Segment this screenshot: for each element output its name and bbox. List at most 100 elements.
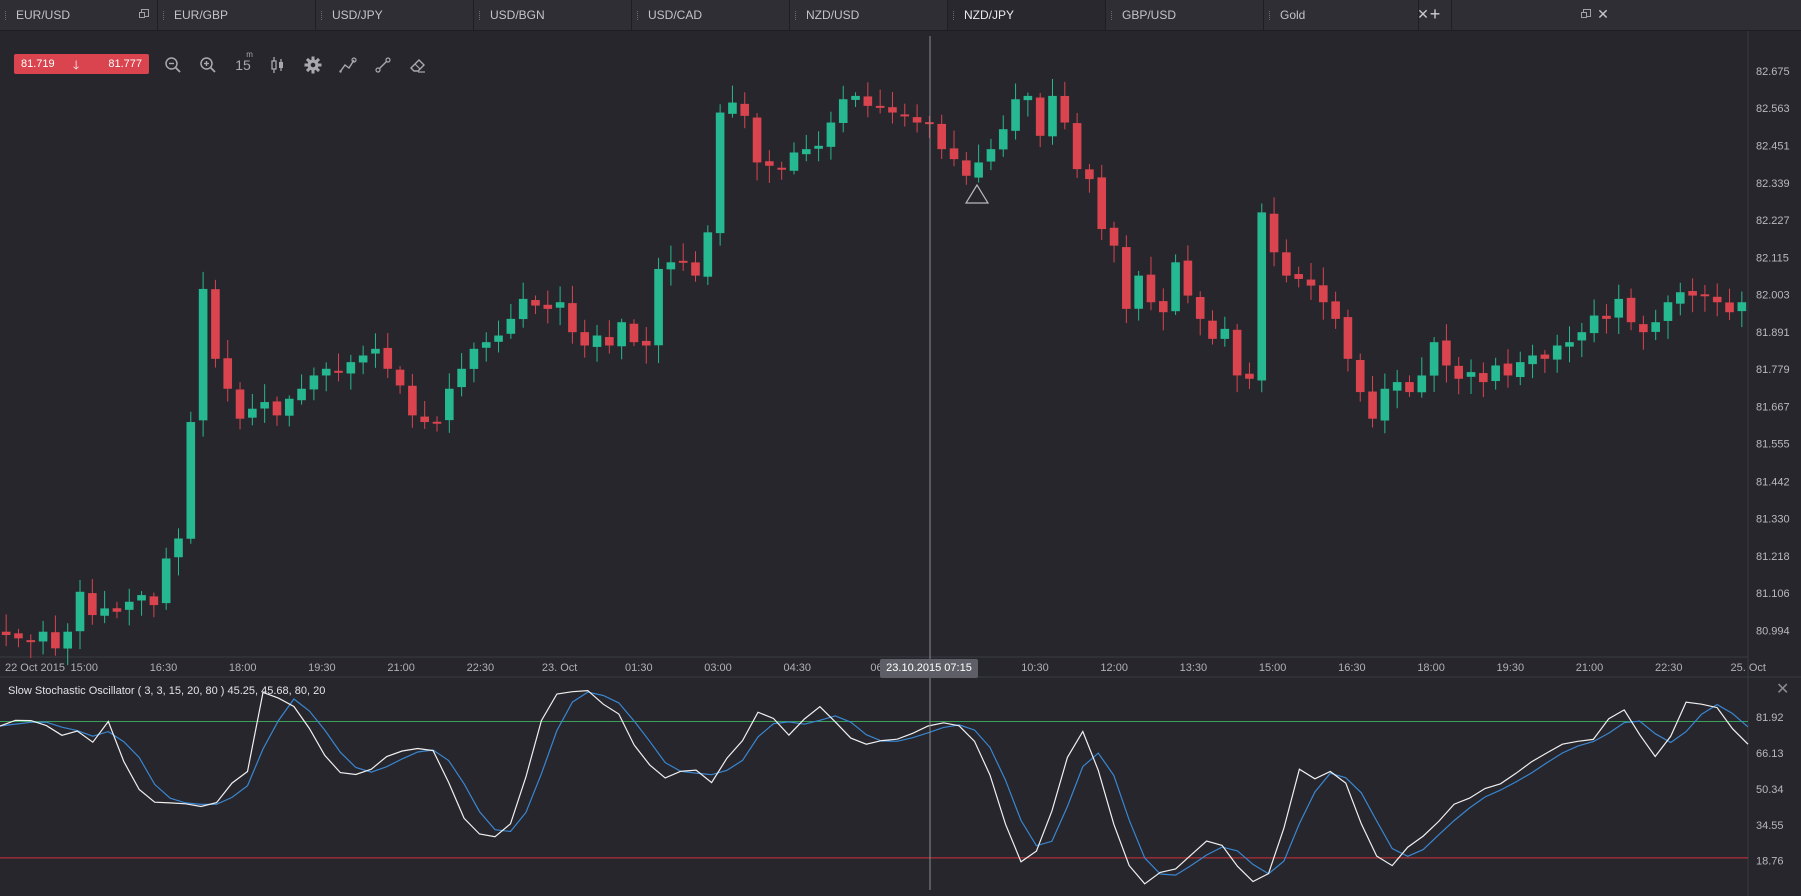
interval-icon[interactable]: 15 m bbox=[230, 50, 256, 78]
tab-label: EUR/GBP bbox=[174, 8, 229, 22]
time-tick-label: 22 Oct 2015 bbox=[5, 662, 65, 674]
candle-body bbox=[1109, 227, 1119, 246]
candle-body bbox=[851, 95, 860, 100]
candle-body bbox=[1589, 315, 1599, 334]
time-tick-label: 15:00 bbox=[1259, 662, 1287, 674]
candle-type-icon[interactable] bbox=[265, 52, 291, 78]
candle-body bbox=[38, 631, 48, 642]
candle-body bbox=[1577, 332, 1587, 341]
candle-body bbox=[1220, 328, 1230, 339]
tab-gbp-usd[interactable]: GBP/USD ✕ bbox=[1106, 0, 1429, 30]
price-tick-label: 80.994 bbox=[1756, 625, 1790, 637]
drag-grip-icon[interactable] bbox=[953, 11, 956, 20]
candle-body bbox=[1232, 329, 1242, 376]
candle-body bbox=[88, 593, 97, 616]
tab-nzd-jpy[interactable]: NZD/JPY ✕ bbox=[948, 0, 1249, 30]
settings-icon[interactable] bbox=[300, 52, 326, 78]
close-icon[interactable]: ✕ bbox=[1417, 6, 1429, 22]
candle-body bbox=[494, 335, 503, 342]
tab-bar: EUR/USD ✕ EUR/GBP ✕ USD/JPY ✕ USD/BGN ✕ … bbox=[0, 0, 1801, 31]
price-tick-label: 82.675 bbox=[1756, 66, 1790, 78]
zoom-out-icon[interactable] bbox=[160, 52, 186, 78]
drag-grip-icon[interactable] bbox=[479, 11, 482, 20]
candle-body bbox=[14, 633, 23, 639]
candle-body bbox=[962, 160, 971, 176]
candle-body bbox=[1171, 262, 1180, 312]
candle-body bbox=[1331, 301, 1340, 319]
tab-label: USD/BGN bbox=[490, 8, 545, 22]
tab-eur-gbp[interactable]: EUR/GBP ✕ bbox=[158, 0, 349, 30]
candle-body bbox=[260, 402, 269, 409]
candle-body bbox=[297, 388, 306, 401]
candle-body bbox=[432, 421, 442, 424]
add-tab-button[interactable]: + bbox=[1419, 0, 1452, 30]
candle-body bbox=[186, 422, 196, 539]
candle-body bbox=[174, 538, 183, 558]
candle-body bbox=[75, 591, 85, 632]
bid-ask-box[interactable]: 81.719 🡓 81.777 bbox=[14, 54, 149, 74]
tab-gold[interactable]: Gold ✕ bbox=[1264, 0, 1609, 30]
candle-body bbox=[346, 362, 356, 374]
price-chart[interactable]: 82.675 82.563 82.451 82.339 82.227 82.115 82.0… bbox=[0, 31, 1801, 896]
tab-eur-usd[interactable]: EUR/USD ✕ bbox=[0, 0, 169, 30]
drag-grip-icon[interactable] bbox=[637, 11, 640, 20]
candle-body bbox=[1737, 302, 1747, 312]
candle-body bbox=[986, 149, 996, 162]
candle-body bbox=[1651, 322, 1660, 332]
popout-icon[interactable] bbox=[139, 9, 149, 18]
candle-body bbox=[703, 232, 713, 277]
candle-body bbox=[1380, 388, 1390, 421]
stochastic-k-line bbox=[0, 689, 1749, 885]
candle-body bbox=[1454, 365, 1464, 379]
time-tick-label: 10:30 bbox=[1021, 662, 1049, 674]
candle-body bbox=[1540, 354, 1550, 359]
candle-body bbox=[838, 99, 848, 123]
candle-body bbox=[654, 268, 663, 346]
drawing-icon[interactable] bbox=[370, 52, 396, 78]
candle-body bbox=[801, 149, 811, 155]
drag-grip-icon[interactable] bbox=[321, 11, 324, 20]
eraser-icon[interactable] bbox=[405, 52, 431, 78]
candle-body bbox=[124, 601, 134, 610]
tab-usd-cad[interactable]: USD/CAD ✕ bbox=[632, 0, 889, 30]
candle-body bbox=[1417, 375, 1427, 393]
price-tick-label: 81.330 bbox=[1756, 514, 1790, 526]
candle-body bbox=[568, 303, 577, 333]
zoom-in-icon[interactable] bbox=[195, 52, 221, 78]
price-tick-label: 81.779 bbox=[1756, 364, 1790, 376]
popout-icon[interactable] bbox=[1581, 9, 1591, 18]
candle-body bbox=[543, 304, 553, 309]
candle-body bbox=[371, 348, 380, 354]
close-icon[interactable]: ✕ bbox=[1597, 6, 1609, 22]
time-tick-label: 15:00 bbox=[70, 662, 98, 674]
price-tick-label: 81.891 bbox=[1756, 327, 1790, 339]
candle-body bbox=[1725, 302, 1734, 313]
tab-usd-jpy[interactable]: USD/JPY ✕ bbox=[316, 0, 529, 30]
candle-body bbox=[1442, 340, 1451, 366]
drag-grip-icon[interactable] bbox=[1111, 11, 1114, 20]
price-tick-label: 81.442 bbox=[1756, 476, 1790, 488]
candle-body bbox=[1011, 99, 1020, 131]
indicators-icon[interactable] bbox=[335, 52, 361, 78]
candle-body bbox=[998, 129, 1008, 150]
candle-body bbox=[875, 105, 885, 108]
close-icon[interactable]: ✕ bbox=[1776, 681, 1790, 698]
drag-grip-icon[interactable] bbox=[1269, 11, 1272, 20]
tab-nzd-usd[interactable]: NZD/USD ✕ bbox=[790, 0, 1069, 30]
oscillator-panel: 81.92 66.13 50.34 34.55 18.76 bbox=[0, 689, 1784, 885]
candle-body bbox=[1146, 274, 1156, 303]
candle-body bbox=[974, 162, 983, 178]
candle-body bbox=[1466, 372, 1476, 377]
drag-grip-icon[interactable] bbox=[5, 11, 8, 20]
candle-body bbox=[580, 332, 590, 346]
drag-grip-icon[interactable] bbox=[795, 11, 798, 20]
time-tick-label: 18:00 bbox=[1417, 662, 1445, 674]
tab-usd-bgn[interactable]: USD/BGN ✕ bbox=[474, 0, 709, 30]
candle-body bbox=[605, 337, 614, 346]
drag-grip-icon[interactable] bbox=[163, 11, 166, 20]
price-tick-label: 82.563 bbox=[1756, 103, 1790, 115]
oscillator-tick-label: 50.34 bbox=[1756, 784, 1784, 796]
candle-body bbox=[592, 335, 602, 347]
price-tick-label: 81.106 bbox=[1756, 588, 1790, 600]
candle-body bbox=[1158, 301, 1168, 313]
